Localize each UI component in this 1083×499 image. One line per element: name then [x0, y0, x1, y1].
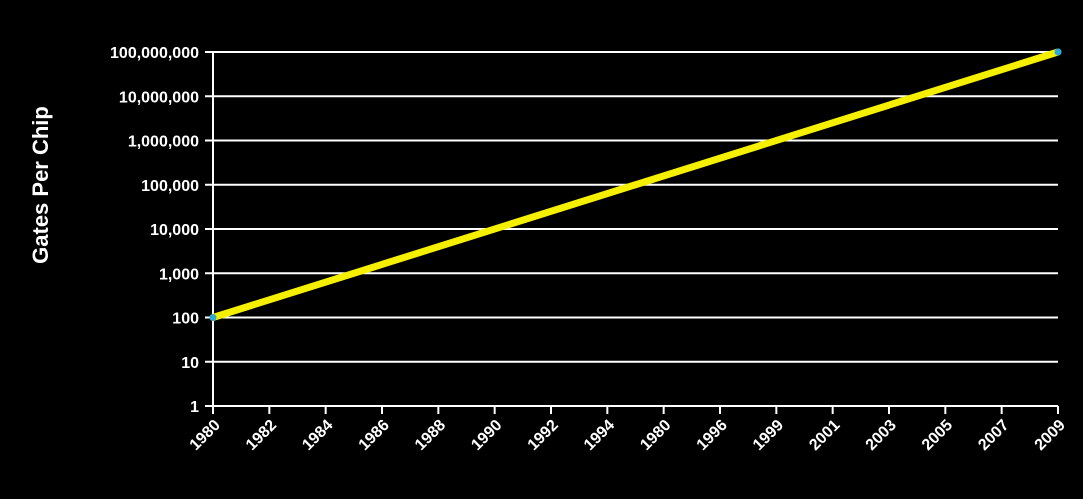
y-tick-label: 1,000	[159, 266, 199, 283]
x-tick-label: 2003	[863, 417, 900, 454]
axes	[205, 51, 1059, 414]
x-tick-labels: 1980 1982 1984 1986 1988 1990 1992 1994 1980 1996…	[187, 417, 1069, 454]
data-point	[209, 314, 217, 321]
x-tick-label: 1980	[187, 417, 224, 454]
x-tick-label: 1999	[750, 417, 787, 454]
x-tick-label: 2009	[1032, 417, 1069, 454]
y-tick-label: 1,000,000	[128, 134, 199, 151]
x-tick-label: 1986	[356, 417, 393, 454]
x-tick-label: 2005	[919, 417, 956, 454]
x-tick-label: 1990	[468, 417, 505, 454]
series	[209, 48, 1062, 321]
y-tick-label: 10	[181, 355, 199, 372]
x-tick-label: 1980	[637, 417, 674, 454]
y-tick-label: 10,000,000	[119, 89, 199, 106]
x-tick-label: 1988	[412, 417, 449, 454]
series-line	[209, 48, 1062, 321]
data-point	[1054, 48, 1062, 56]
x-tick-label: 2001	[806, 417, 843, 454]
y-tick-label: 10,000	[150, 222, 199, 239]
y-tick-label: 1	[190, 399, 199, 416]
y-tick-label: 100	[172, 311, 199, 328]
x-tick-label: 1982	[243, 417, 280, 454]
y-tick-label: 100,000,000	[110, 45, 199, 62]
x-tick-label: 1992	[525, 417, 562, 454]
x-tick-label: 1996	[694, 417, 731, 454]
grid-lines	[213, 51, 1058, 363]
x-tick-label: 2007	[975, 417, 1012, 454]
y-tick-labels: 1 10 100 1,000 10,000 100,000 1,000,000 10,000,…	[110, 45, 199, 416]
x-tick-label: 1994	[581, 417, 618, 454]
y-tick-label: 100,000	[141, 178, 199, 195]
x-tick-label: 1984	[299, 417, 336, 454]
